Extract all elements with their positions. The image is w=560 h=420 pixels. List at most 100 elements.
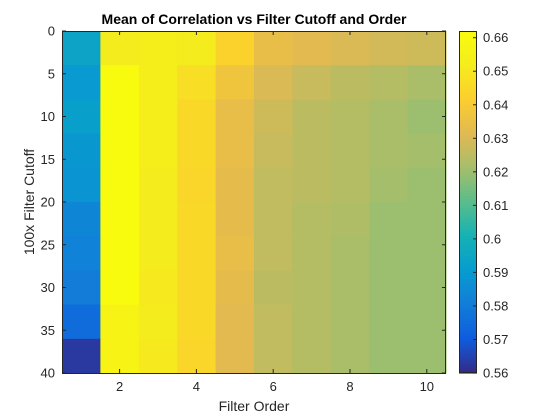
colorbar-band — [459, 59, 477, 63]
colorbar-tick-label: 0.57 — [483, 332, 508, 347]
colorbar-band — [459, 250, 477, 254]
colorbar-band — [459, 276, 477, 280]
heatmap-cell — [292, 31, 332, 66]
colorbar-band — [459, 65, 477, 69]
colorbar-band — [459, 335, 477, 340]
heatmap-cell — [138, 167, 178, 203]
heatmap-cells — [62, 31, 447, 374]
heatmap-cell — [177, 304, 217, 340]
colorbar-band — [459, 167, 477, 172]
colorbar-band — [459, 284, 477, 289]
heatmap-cell — [62, 202, 101, 237]
y-tick-label: 35 — [41, 323, 55, 338]
heatmap-cell — [407, 338, 447, 374]
colorbar-band — [459, 236, 477, 240]
heatmap-cell — [215, 338, 255, 374]
colorbar-band — [459, 156, 477, 160]
y-tick-label: 0 — [48, 24, 55, 39]
heatmap-cell — [138, 270, 178, 306]
colorbar-band — [459, 318, 477, 323]
colorbar-band — [459, 256, 477, 260]
heatmap-cell — [62, 99, 101, 135]
colorbar-band — [459, 221, 477, 226]
x-tick-label: 8 — [346, 379, 353, 394]
colorbar-band — [459, 48, 477, 52]
heatmap-cell — [177, 338, 217, 374]
heatmap-cell — [330, 31, 370, 66]
colorbar-border — [459, 31, 477, 373]
heatmap-cell — [292, 99, 332, 135]
heatmap-cell — [177, 270, 217, 306]
colorbar-band — [459, 76, 477, 81]
colorbar-band — [459, 330, 477, 334]
heatmap-cell — [369, 31, 409, 66]
colorbar-band — [459, 162, 477, 166]
colorbar-band — [459, 341, 477, 346]
colorbar-band — [459, 338, 477, 343]
y-tick-label: 15 — [41, 152, 55, 167]
colorbar-band — [459, 304, 477, 309]
heatmap-cell — [369, 133, 409, 169]
colorbar-band — [459, 230, 477, 234]
colorbar-band — [459, 247, 477, 252]
colorbar-band — [459, 281, 477, 286]
colorbar-band — [459, 153, 477, 157]
heatmap-cell — [407, 202, 447, 237]
colorbar-band — [459, 199, 477, 203]
colorbar-band — [459, 207, 477, 212]
colorbar-band — [459, 216, 477, 220]
heatmap-cell — [254, 133, 293, 169]
heatmap-cell — [330, 133, 370, 169]
heatmap-cell — [138, 202, 178, 237]
heatmap-cell — [215, 133, 255, 169]
colorbar-band — [459, 190, 477, 195]
heatmap-cell — [254, 304, 293, 340]
heatmap-cell — [330, 236, 370, 271]
colorbar-tick-label: 0.6 — [483, 231, 501, 246]
heatmap-cell — [100, 65, 140, 100]
x-tick-label: 4 — [193, 379, 200, 394]
colorbar-band — [459, 253, 477, 257]
x-tick-label: 10 — [420, 379, 434, 394]
heatmap-cell — [254, 31, 293, 66]
heatmap-cell — [177, 236, 217, 271]
heatmap-cell — [100, 167, 140, 203]
y-tick-label: 20 — [41, 195, 55, 210]
heatmap-cell — [369, 338, 409, 374]
colorbar-band — [459, 361, 477, 366]
heatmap-cell — [330, 99, 370, 135]
heatmap-cell — [177, 65, 217, 100]
plot-area-border — [62, 31, 446, 374]
heatmap-cell — [292, 270, 332, 306]
heatmap-cell — [254, 270, 293, 306]
colorbar-band — [459, 327, 477, 331]
x-tick-label: 6 — [270, 379, 277, 394]
colorbar-band — [459, 270, 477, 274]
colorbar-band — [459, 147, 477, 152]
heatmap-cell — [62, 133, 101, 169]
colorbar-band — [459, 204, 477, 209]
colorbar-band — [459, 219, 477, 223]
colorbar-tick-label: 0.66 — [483, 30, 508, 45]
x-axis-ticks: 2 4 6 8 10 — [116, 31, 434, 394]
colorbar-band — [459, 79, 477, 83]
colorbar-band — [459, 170, 477, 175]
colorbar-band — [459, 33, 477, 38]
colorbar-band — [459, 261, 477, 266]
y-tick-label: 40 — [41, 366, 55, 381]
colorbar-band — [459, 73, 477, 78]
colorbar-band — [459, 90, 477, 95]
colorbar-band — [459, 273, 477, 277]
heatmap-cell — [407, 65, 447, 100]
colorbar-band — [459, 287, 477, 291]
colorbar-band — [459, 39, 477, 43]
colorbar-band — [459, 241, 477, 246]
heatmap-cell — [138, 236, 178, 271]
heatmap-cell — [369, 304, 409, 340]
heatmap-cell — [215, 31, 255, 66]
colorbar-band — [459, 179, 477, 183]
colorbar-band — [459, 164, 477, 169]
x-axis-label: Filter Order — [219, 398, 290, 414]
